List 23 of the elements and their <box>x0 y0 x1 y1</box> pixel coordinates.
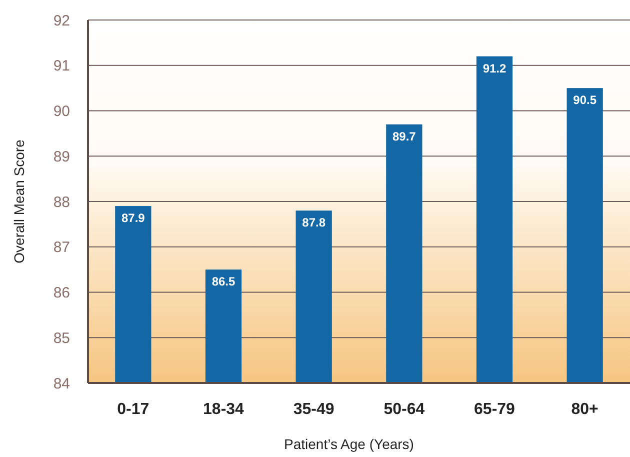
x-tick-label: 35-49 <box>293 401 334 418</box>
x-tick-label: 0-17 <box>117 401 150 418</box>
x-tick-label: 80+ <box>571 401 598 418</box>
data-label: 90.5 <box>573 93 597 108</box>
data-label: 87.9 <box>121 211 146 226</box>
data-label: 87.8 <box>302 216 326 230</box>
y-tick-label: 90 <box>53 103 70 120</box>
y-tick-label: 85 <box>53 330 70 347</box>
x-tick-label: 65-79 <box>474 401 516 418</box>
x-axis-title: Patient’s Age (Years) <box>284 436 414 452</box>
data-label: 89.7 <box>392 129 416 144</box>
y-tick-label: 86 <box>53 284 70 302</box>
y-tick-label: 91 <box>53 58 70 75</box>
y-tick-label: 89 <box>53 148 70 166</box>
y-tick-label: 84 <box>53 375 70 392</box>
x-tick-label: 50-64 <box>384 401 425 418</box>
y-tick-label: 92 <box>53 12 70 30</box>
x-tick-label: 18-34 <box>203 401 244 418</box>
y-tick-label: 88 <box>53 194 70 211</box>
y-tick-label: 87 <box>53 239 70 256</box>
y-axis-title: Overall Mean Score <box>11 139 27 264</box>
data-label: 91.2 <box>482 61 506 76</box>
data-label: 86.5 <box>212 274 236 289</box>
